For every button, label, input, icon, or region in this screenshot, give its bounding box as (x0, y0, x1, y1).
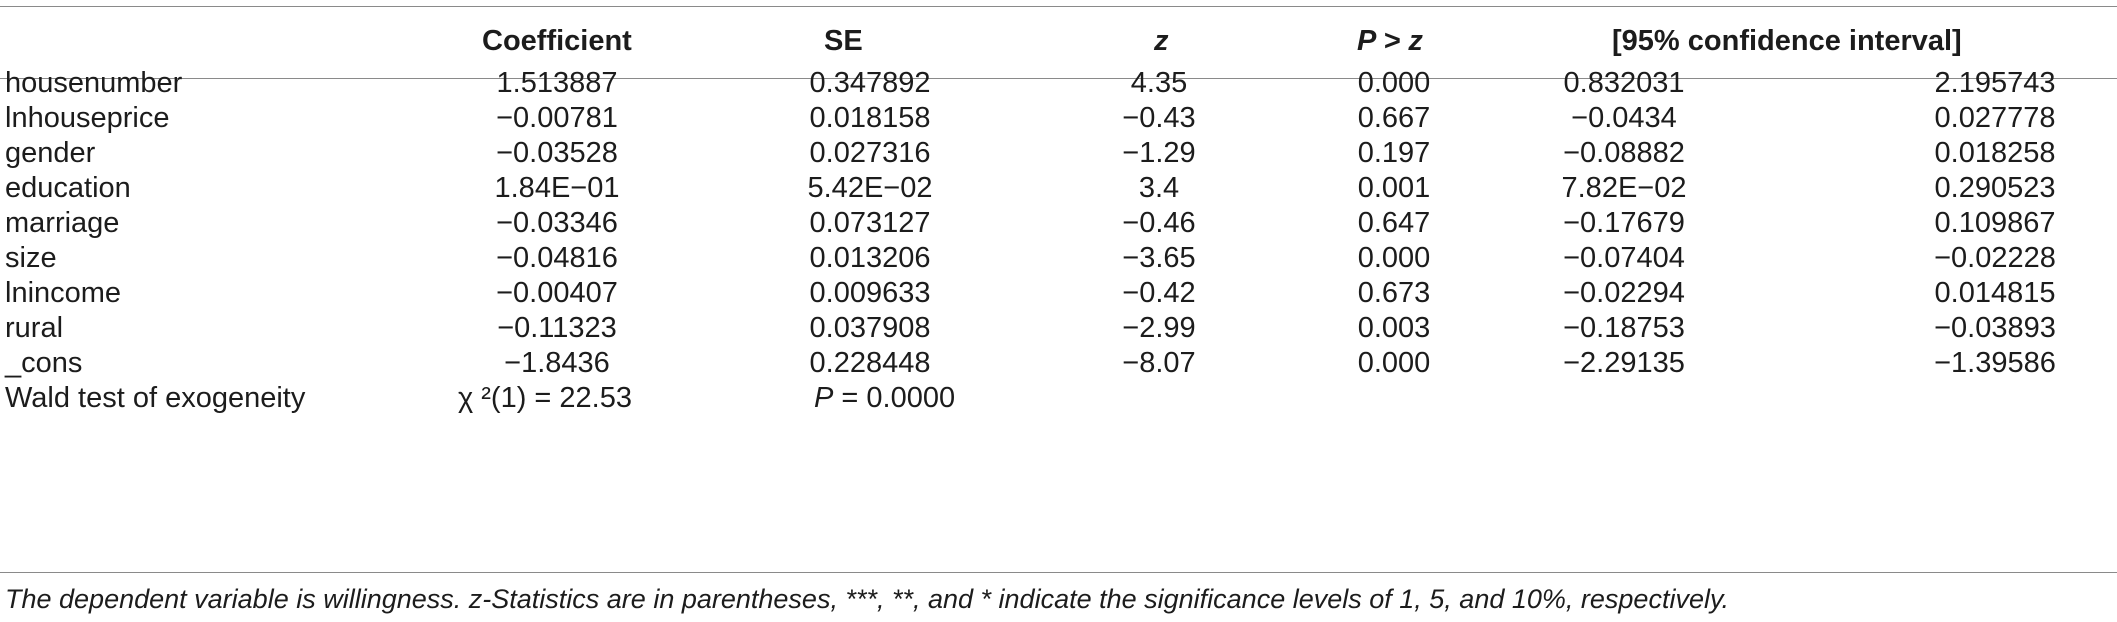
cell-se: 0.027316 (809, 137, 931, 169)
cell-z: 4.35 (1130, 67, 1188, 99)
cell-coef: −0.03346 (496, 207, 618, 239)
cell-se: 0.009633 (809, 277, 931, 309)
cell-z: −8.07 (1122, 347, 1196, 379)
cell-ci-high: 0.290523 (1934, 172, 2056, 204)
cell-coef: −0.00407 (496, 277, 618, 309)
bottom-rule (0, 572, 2117, 573)
cell-p: 0.673 (1357, 277, 1431, 309)
cell-p: 0.001 (1357, 172, 1431, 204)
cell-ci-low: −0.08882 (1563, 137, 1685, 169)
cell-se: 0.018158 (809, 102, 931, 134)
cell-ci-low: −0.02294 (1563, 277, 1685, 309)
cell-z: 3.4 (1138, 172, 1180, 204)
cell-ci-high: 0.018258 (1934, 137, 2056, 169)
cell-se: 0.073127 (809, 207, 931, 239)
wald-chi-value: χ ²(1) = 22.53 (458, 382, 632, 414)
cell-p: 0.000 (1357, 347, 1431, 379)
cell-ci-high: −0.02228 (1934, 242, 2056, 274)
cell-ci-low: −0.07404 (1563, 242, 1685, 274)
row-label: lnincome (5, 277, 122, 309)
row-label: education (5, 172, 131, 204)
cell-ci-high: 0.014815 (1934, 277, 2056, 309)
cell-z: −0.46 (1122, 207, 1196, 239)
cell-coef: −0.03528 (496, 137, 618, 169)
cell-coef: 1.84E−01 (494, 172, 620, 204)
cell-p: 0.000 (1357, 242, 1431, 274)
cell-ci-low: −0.0434 (1571, 102, 1677, 134)
cell-ci-high: −1.39586 (1934, 347, 2056, 379)
cell-p: 0.003 (1357, 312, 1431, 344)
wald-p-value: P = 0.0000 (814, 381, 955, 415)
header-z: z (1154, 25, 1169, 57)
cell-se: 0.037908 (809, 312, 931, 344)
cell-z: −0.43 (1122, 102, 1196, 134)
header-coefficient: Coefficient (482, 25, 632, 57)
cell-ci-low: −2.29135 (1563, 347, 1685, 379)
cell-z: −1.29 (1122, 137, 1196, 169)
cell-ci-low: −0.18753 (1563, 312, 1685, 344)
cell-p: 0.667 (1357, 102, 1431, 134)
cell-ci-high: 0.109867 (1934, 207, 2056, 239)
cell-ci-low: −0.17679 (1563, 207, 1685, 239)
top-rule (0, 6, 2117, 7)
cell-p: 0.647 (1357, 207, 1431, 239)
row-label: _cons (5, 347, 83, 379)
row-label: rural (5, 312, 64, 344)
row-label: size (5, 242, 57, 274)
wald-label: Wald test of exogeneity (5, 382, 306, 414)
header-ci: [95% confidence interval] (1612, 25, 1962, 57)
cell-p: 0.000 (1357, 67, 1431, 99)
row-label: lnhouseprice (5, 102, 170, 134)
header-rule (0, 78, 2117, 79)
cell-se: 0.228448 (809, 347, 931, 379)
wald-p-number: = 0.0000 (833, 382, 956, 414)
row-label: housenumber (5, 67, 183, 99)
cell-p: 0.197 (1357, 137, 1431, 169)
row-label: marriage (5, 207, 120, 239)
cell-se: 5.42E−02 (807, 172, 933, 204)
header-p: P > z (1357, 25, 1423, 57)
cell-se: 0.013206 (809, 242, 931, 274)
cell-ci-high: 2.195743 (1934, 67, 2056, 99)
cell-z: −3.65 (1122, 242, 1196, 274)
table-footnote: The dependent variable is willingness. z… (5, 584, 1729, 614)
cell-z: −0.42 (1122, 277, 1196, 309)
cell-ci-high: 0.027778 (1934, 102, 2056, 134)
cell-coef: 1.513887 (496, 67, 618, 99)
cell-ci-low: 7.82E−02 (1561, 172, 1687, 204)
cell-coef: −0.04816 (496, 242, 618, 274)
cell-ci-low: 0.832031 (1563, 67, 1685, 99)
cell-coef: −0.11323 (497, 312, 617, 344)
cell-se: 0.347892 (809, 67, 931, 99)
cell-ci-high: −0.03893 (1934, 312, 2056, 344)
wald-p-symbol: P (814, 382, 834, 414)
cell-coef: −1.8436 (504, 347, 610, 379)
header-se: SE (824, 25, 863, 57)
cell-z: −2.99 (1122, 312, 1196, 344)
cell-coef: −0.00781 (496, 102, 618, 134)
row-label: gender (5, 137, 96, 169)
